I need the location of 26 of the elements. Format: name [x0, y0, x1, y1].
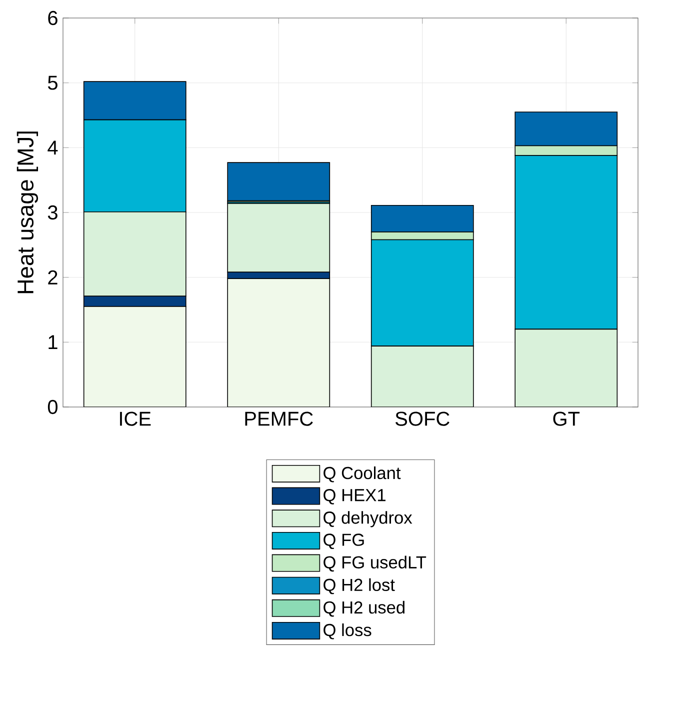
legend-label: Q H2 lost	[324, 578, 395, 594]
legend-label: Q FG usedLT	[324, 556, 426, 572]
bar	[227, 278, 330, 407]
legend-label: Q HEX1	[324, 489, 386, 504]
legend-label: Q loss	[324, 623, 372, 640]
x-tick-label: ICE	[120, 412, 151, 426]
bar	[83, 306, 186, 407]
y-tick-label: 2	[48, 270, 58, 284]
y-tick-label: 4	[48, 140, 58, 155]
y-tick-label: 0	[48, 400, 58, 414]
y-tick-label: 6	[48, 10, 58, 26]
y-tick-label: 1	[48, 335, 58, 350]
y-tick-label: 3	[48, 205, 58, 220]
legend-label: Q dehydrox	[324, 511, 412, 528]
bar	[370, 346, 474, 407]
legend-label: Q FG	[324, 534, 364, 550]
x-tick-label: PEMFC	[245, 412, 313, 426]
y-tick-label: 5	[48, 76, 58, 90]
y-axis-title: Heat usage [MJ]	[16, 132, 38, 294]
bar	[83, 211, 186, 297]
legend-label: Q Coolant	[324, 466, 401, 482]
x-tick-label: GT	[553, 412, 580, 426]
bar	[227, 162, 330, 202]
x-tick-label: SOFC	[396, 412, 450, 426]
bar	[227, 203, 330, 273]
legend-label: Q H2 used	[324, 600, 404, 617]
